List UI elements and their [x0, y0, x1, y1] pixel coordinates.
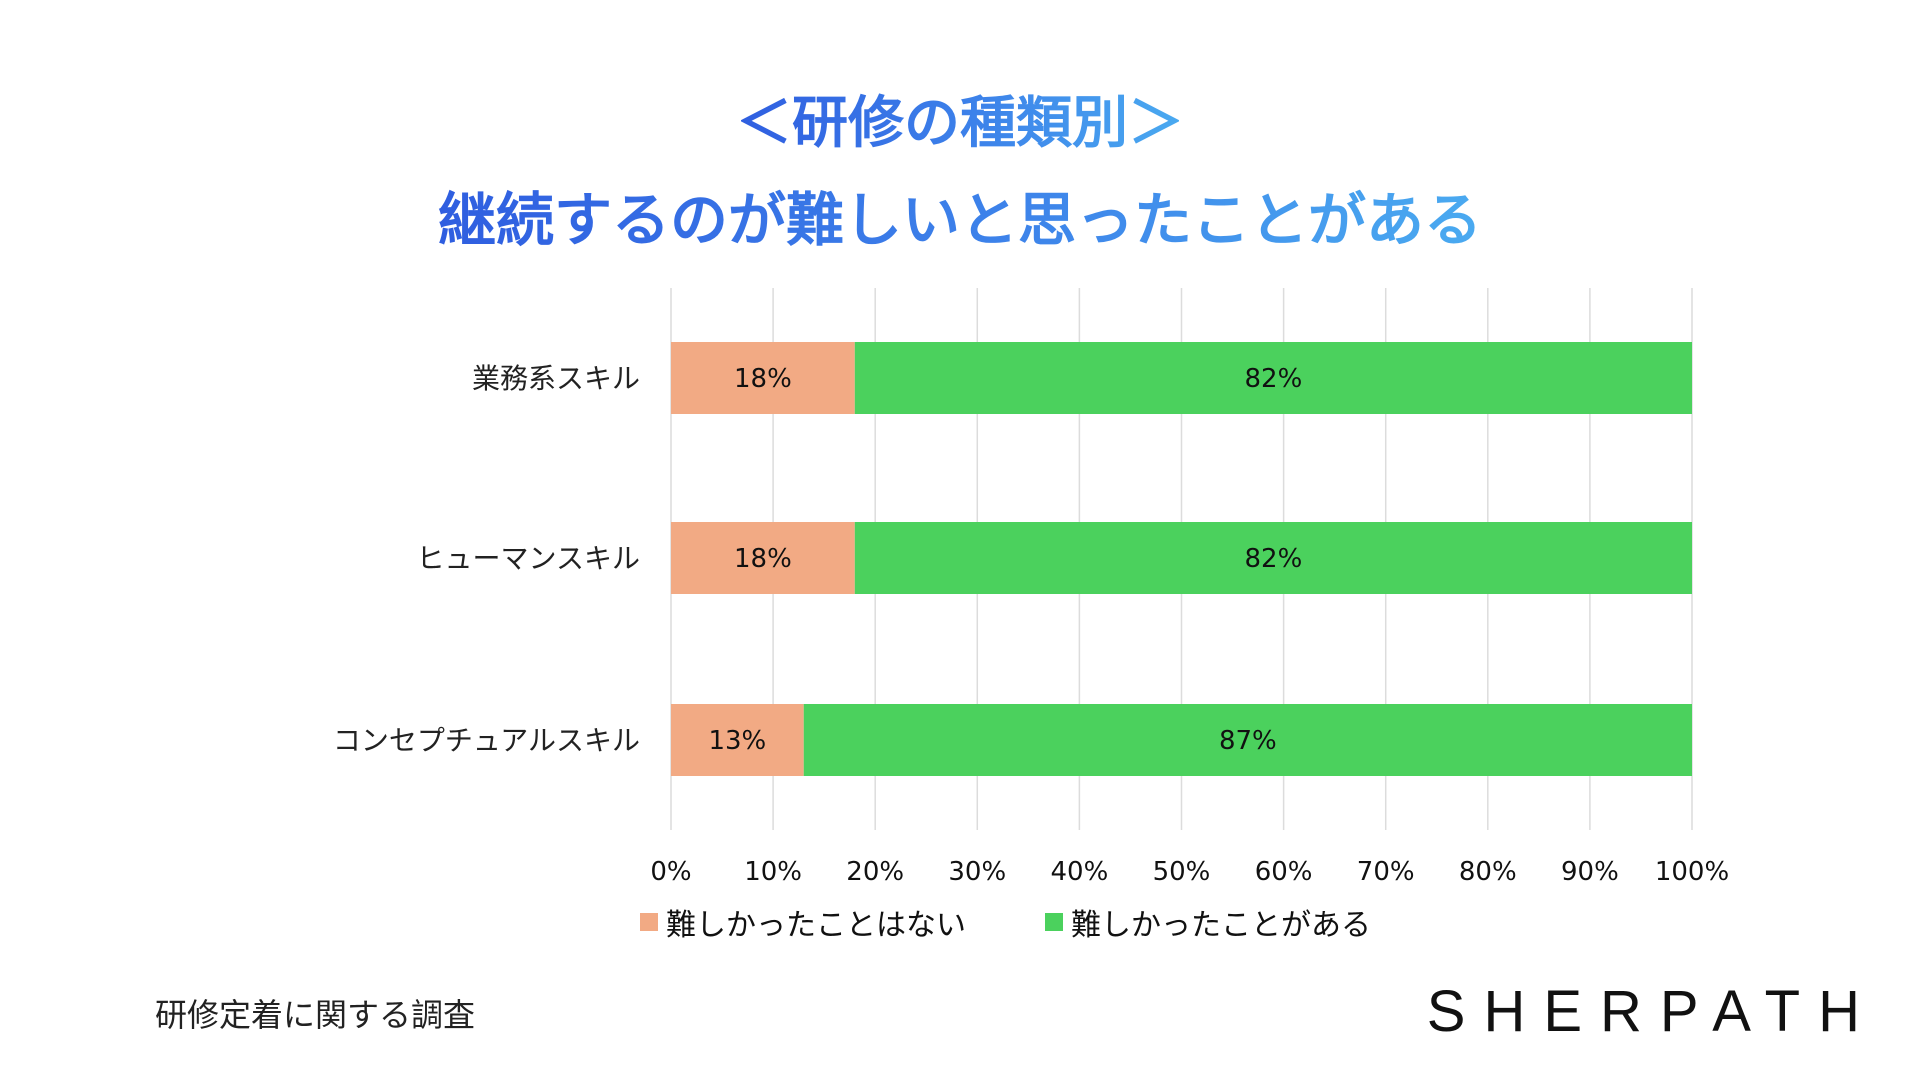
x-tick-label: 100% [1655, 857, 1729, 887]
data-label: 82% [1244, 364, 1302, 394]
category-label: 業務系スキル [472, 362, 640, 395]
bar-not-difficult [671, 342, 855, 414]
bar-difficult [854, 342, 1692, 414]
bar-not-difficult [671, 704, 804, 776]
bar-not-difficult [671, 522, 855, 594]
x-tick-label: 60% [1255, 857, 1313, 887]
data-label: 87% [1219, 726, 1277, 756]
bar-difficult [854, 522, 1692, 594]
legend-swatch [640, 913, 658, 931]
sherpath-logo: SHERPATH [1426, 979, 1878, 1044]
legend-item-difficult: 難しかったことがある [1045, 900, 1371, 944]
x-tick-label: 20% [846, 857, 904, 887]
legend-label: 難しかったことはない [666, 908, 966, 943]
source-label: 研修定着に関する調査 [155, 996, 476, 1034]
legend-label: 難しかったことがある [1071, 908, 1371, 943]
title-line-2: 継続するのが難しいと思ったことがある [438, 180, 1482, 260]
x-tick-label: 0% [650, 857, 691, 887]
x-tick-label: 50% [1153, 857, 1211, 887]
category-label: ヒューマンスキル [417, 542, 640, 575]
x-tick-label: 70% [1357, 857, 1415, 887]
x-tick-label: 10% [744, 857, 802, 887]
legend-swatch [1045, 913, 1063, 931]
data-label: 18% [734, 544, 792, 574]
title-line-1: ＜研修の種類別＞ [736, 88, 1184, 160]
data-label: 18% [734, 364, 792, 394]
bar-difficult [803, 704, 1692, 776]
chart-title: ＜研修の種類別＞ 継続するのが難しいと思ったことがある [0, 88, 1920, 260]
x-tick-label: 30% [948, 857, 1006, 887]
data-label: 82% [1244, 544, 1302, 574]
category-label: コンセプチュアルスキル [333, 724, 640, 757]
legend-item-not-difficult: 難しかったことはない [640, 900, 966, 944]
x-tick-label: 90% [1561, 857, 1619, 887]
data-label: 13% [708, 726, 766, 756]
x-tick-label: 40% [1051, 857, 1109, 887]
x-tick-label: 80% [1459, 857, 1517, 887]
